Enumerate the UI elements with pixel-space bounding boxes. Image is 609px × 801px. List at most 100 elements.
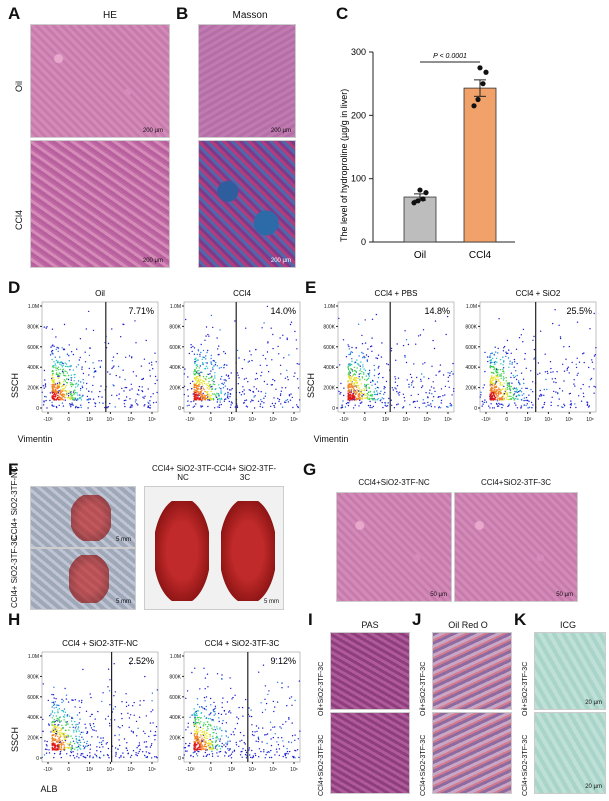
event-dot <box>196 738 198 740</box>
event-dot <box>208 335 210 337</box>
event-dot <box>65 363 68 365</box>
event-dot <box>267 371 270 373</box>
event-dot <box>231 387 233 390</box>
event-dot <box>54 725 56 728</box>
event-dot <box>508 366 510 368</box>
event-dot <box>120 756 122 758</box>
event-dot <box>533 348 536 351</box>
event-dot <box>45 752 48 754</box>
event-dot <box>99 365 102 368</box>
event-dot <box>72 751 74 753</box>
event-dot <box>61 366 63 368</box>
event-dot <box>276 741 278 743</box>
event-dot <box>129 406 132 408</box>
event-dot <box>503 347 505 349</box>
event-dot <box>416 376 418 379</box>
x-tick-label: 10⁵ <box>127 417 135 423</box>
event-dot <box>199 733 202 736</box>
event-dot <box>71 699 73 701</box>
event-dot <box>133 714 135 716</box>
event-dot <box>294 372 296 374</box>
event-dot <box>129 756 132 758</box>
event-dot <box>350 363 353 366</box>
event-dot <box>96 756 98 758</box>
event-dot <box>198 731 200 733</box>
event-dot <box>90 696 92 699</box>
y-tick-label: 400K <box>169 365 181 371</box>
event-dot <box>76 714 79 716</box>
event-dot <box>384 391 386 394</box>
event-dot <box>278 754 280 757</box>
event-dot <box>203 377 205 380</box>
event-dot <box>235 744 238 746</box>
event-dot <box>237 383 239 385</box>
event-dot <box>199 736 201 739</box>
event-dot <box>134 320 136 322</box>
event-dot <box>195 737 197 739</box>
event-dot <box>205 705 207 708</box>
event-dot <box>381 342 383 344</box>
event-dot <box>348 373 350 375</box>
event-dot <box>130 383 132 385</box>
event-dot <box>290 741 293 744</box>
event-dot <box>59 736 61 738</box>
event-dot <box>505 351 507 353</box>
scale-bar-label: 20 µm <box>585 784 602 790</box>
event-dot <box>60 727 62 729</box>
event-dot <box>216 365 219 367</box>
event-dot <box>498 393 500 396</box>
event-dot <box>118 739 120 741</box>
event-dot <box>193 382 195 384</box>
event-dot <box>348 389 350 391</box>
event-dot <box>209 385 211 388</box>
event-dot <box>56 740 58 743</box>
event-dot <box>217 354 219 356</box>
event-dot <box>70 385 73 388</box>
event-dot <box>69 726 71 729</box>
event-dot <box>357 384 359 387</box>
event-dot <box>149 746 152 748</box>
event-dot <box>199 744 201 746</box>
event-dot <box>575 366 578 369</box>
event-dot <box>502 364 504 366</box>
event-dot <box>563 403 565 405</box>
mouse-photo-nc: 5 mm <box>30 486 136 548</box>
event-dot <box>229 740 231 742</box>
event-dot <box>352 398 355 400</box>
event-dot <box>499 398 501 400</box>
event-dot <box>499 403 501 405</box>
event-dot <box>348 375 351 378</box>
event-dot <box>79 706 81 709</box>
event-dot <box>209 718 211 720</box>
event-dot <box>137 745 139 747</box>
event-dot <box>61 369 64 371</box>
event-dot <box>54 391 57 393</box>
plot-frame <box>337 301 455 413</box>
event-dot <box>255 388 258 390</box>
event-dot <box>114 706 117 708</box>
y-tick-label: 600K <box>27 345 39 351</box>
event-dot <box>203 382 206 385</box>
event-dot <box>214 372 216 374</box>
plot-frame <box>479 301 597 413</box>
event-dot <box>73 729 75 731</box>
event-dot <box>195 379 197 382</box>
data-point <box>423 190 429 196</box>
event-dot <box>355 399 357 401</box>
event-dot <box>366 397 368 399</box>
event-dot <box>215 737 217 739</box>
event-dot <box>213 365 215 367</box>
event-dot <box>193 377 196 379</box>
event-dot <box>57 350 59 352</box>
event-dot <box>221 706 223 709</box>
event-dot <box>520 405 523 407</box>
event-dot <box>281 737 283 739</box>
event-dot <box>518 337 521 339</box>
event-dot <box>225 722 228 724</box>
event-dot <box>390 399 392 401</box>
event-dot <box>198 372 200 374</box>
event-dot <box>88 390 90 392</box>
event-dot <box>349 397 351 400</box>
event-dot <box>58 382 60 384</box>
event-dot <box>208 380 210 383</box>
